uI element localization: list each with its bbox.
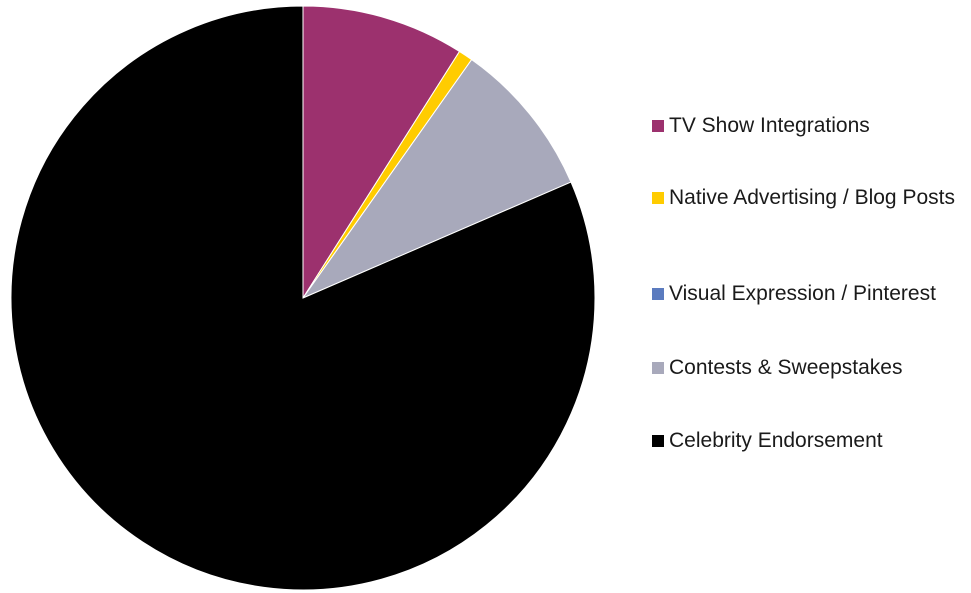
pie-slice-celebrity-endorsement — [10, 5, 596, 591]
legend-item-celebrity-endorsement: Celebrity Endorsement — [652, 428, 970, 458]
legend-label: Celebrity Endorsement — [669, 429, 883, 452]
legend-swatch — [652, 120, 664, 132]
legend-swatch — [652, 192, 664, 204]
legend-item-native-advertising: Native Advertising / Blog Posts — [652, 185, 970, 281]
legend-label: TV Show Integrations — [669, 114, 870, 137]
legend-swatch — [652, 288, 664, 300]
legend-swatch — [652, 435, 664, 447]
pie-slice-contests-sweepstakes — [301, 58, 572, 300]
legend: TV Show Integrations Native Advertising … — [652, 110, 970, 458]
legend-item-visual-expression: Visual Expression / Pinterest — [652, 281, 970, 355]
legend-item-contests-sweepstakes: Contests & Sweepstakes — [652, 355, 970, 428]
legend-swatch — [652, 362, 664, 374]
pie-slice-tv-show-integrations — [302, 5, 461, 300]
legend-item-tv-show-integrations: TV Show Integrations — [652, 113, 970, 185]
legend-label: Visual Expression / Pinterest — [669, 282, 936, 305]
legend-label: Contests & Sweepstakes — [669, 356, 903, 379]
pie-chart — [10, 5, 596, 591]
legend-label: Native Advertising / Blog Posts — [669, 186, 955, 209]
